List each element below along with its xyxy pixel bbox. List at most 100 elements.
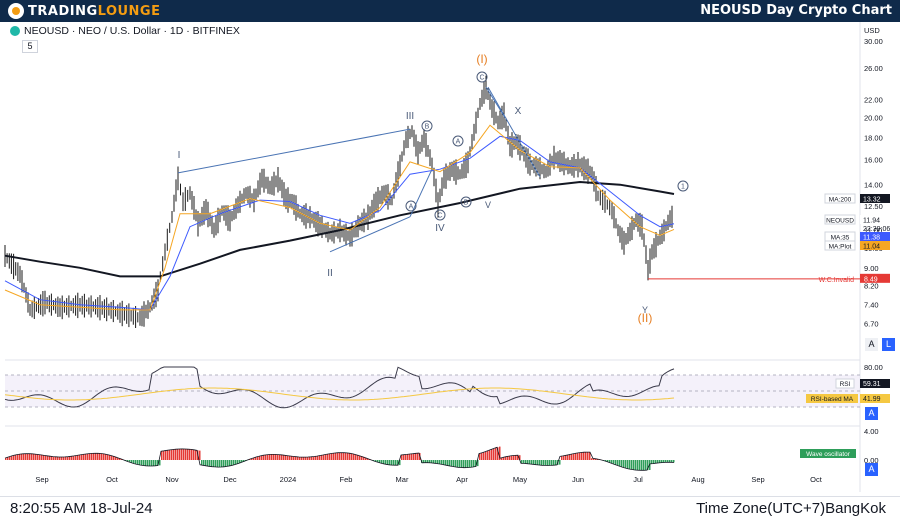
oscillator-bar [629,460,631,469]
brand-logo: TRADINGLOUNGE [8,2,160,20]
oscillator-bar [47,456,49,460]
oscillator-bar [97,453,99,460]
oscillator-bar [391,460,393,465]
oscillator-bar [541,460,543,465]
oscillator-bar [409,454,411,460]
oscillator-bar [637,460,639,470]
oscillator-bar [395,460,397,465]
oscillator-bar [137,460,139,464]
rsi-ma-value: 41.99 [863,396,881,403]
oscillator-bar [259,456,261,460]
oscillator-bar [453,460,455,467]
oscillator-bar [65,457,67,460]
oscillator-bar [279,455,281,460]
oscillator-bar [165,451,167,460]
oscillator-bar [213,460,215,467]
oscillator-bar [571,454,573,460]
auto-scale-button-osc[interactable]: A [865,463,878,476]
oscillator-bar [223,460,225,467]
oscillator-bar [379,460,381,463]
oscillator-bar [345,453,347,460]
wave-label-a-2: A [409,204,414,211]
oscillator-bar [617,460,619,465]
oscillator-bar [535,460,537,465]
oscillator-bar [335,453,337,460]
wave-label-one: 1 [681,184,685,191]
osc-tick-label: 4.00 [864,427,879,436]
oscillator-bar [523,460,525,463]
brand-icon [8,3,24,19]
x-tick-label: Dec [223,475,237,484]
series-name: NEOUSD [826,218,854,225]
oscillator-bar [311,457,313,460]
oscillator-bar [579,453,581,460]
oscillator-bar [283,455,285,460]
oscillator-bar [405,455,407,460]
oscillator-bar [459,460,461,467]
oscillator-bar [21,454,23,460]
oscillator-bar [551,460,553,465]
oscillator-bar [83,454,85,460]
oscillator-bar [45,456,47,461]
oscillator-bar [515,455,517,460]
oscillator-bar [487,451,489,460]
oscillator-bar [337,453,339,460]
wave-label-iv: IV [435,223,445,234]
oscillator-bar [407,454,409,460]
wave-label-v: V [485,200,491,210]
oscillator-bar [447,460,449,465]
auto-scale-button-rsi[interactable]: A [865,407,878,420]
oscillator-bar [529,460,531,464]
series-name: MA:200 [829,197,852,204]
oscillator-bar [491,450,493,461]
oscillator-bar [261,456,263,460]
x-tick-label: Apr [456,475,468,484]
log-scale-button-main[interactable]: L [882,338,895,351]
oscillator-bar [445,460,447,465]
oscillator-bar [555,460,557,465]
oscillator-bar [577,453,579,460]
oscillator-bar [611,460,613,463]
oscillator-bar [285,455,287,460]
oscillator-bar [81,455,83,460]
rsi-value: 59.31 [863,381,881,388]
oscillator-bar [585,452,587,460]
oscillator-bar [415,453,417,460]
oscillator-bar [183,449,185,460]
oscillator-bar [139,460,141,465]
price-chart[interactable]: USD30.0026.0022.0020.0018.0016.0014.0012… [0,22,900,496]
oscillator-bar [417,453,419,460]
oscillator-bar [55,457,57,460]
wave-label-c-top: C [479,75,484,82]
oscillator-bar [171,450,173,460]
oscillator-bar [277,455,279,461]
oscillator-histogram [5,447,675,471]
oscillator-bar [63,457,65,460]
oscillator-bar [95,453,97,460]
oscillator-bar [461,460,463,468]
oscillator-bar [473,460,475,467]
oscillator-bar [33,454,35,460]
oscillator-bar [559,460,561,465]
wave-label-major-1: (I) [476,52,487,66]
wave-label-iii: III [406,111,414,122]
oscillator-bar [631,460,633,469]
oscillator-bar [35,454,37,460]
oscillator-bar [267,455,269,460]
oscillator-bar [79,455,81,460]
oscillator-bar [273,454,275,460]
oscillator-bar [385,460,387,464]
oscillator-bar [187,449,189,460]
oscillator-bar [463,460,465,468]
auto-scale-button-main[interactable]: A [865,338,878,351]
footer-bar: 8:20:55 AM 18-Jul-24 Time Zone(UTC+7)Ban… [0,496,900,523]
series-value-tag: MA:200 13.32 [825,194,890,204]
x-tick-label: Sep [35,475,48,484]
oscillator-bar [483,452,485,460]
price-tick-label: 6.70 [864,319,879,328]
oscillator-bar [539,460,541,465]
oscillator-bar [325,455,327,460]
series-value: 13.32 [863,197,881,204]
